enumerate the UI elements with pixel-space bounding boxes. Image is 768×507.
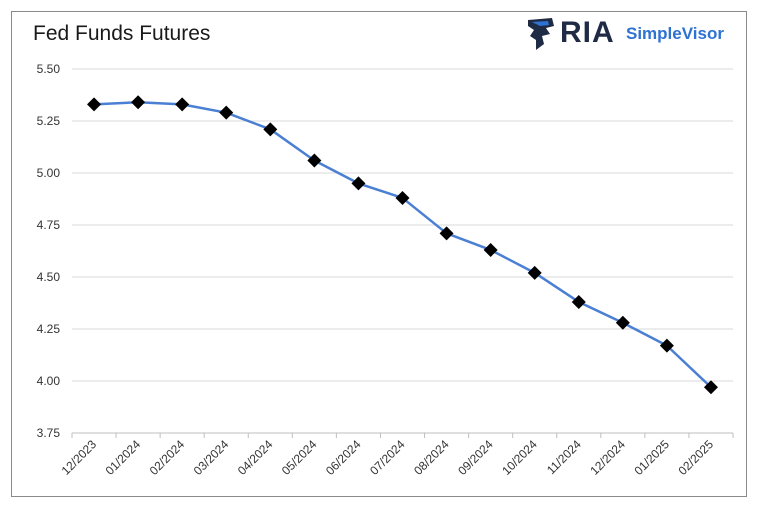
chart-title: Fed Funds Futures: [33, 22, 211, 45]
y-tick-label: 4.75: [37, 218, 61, 232]
y-tick-label: 4.50: [37, 270, 61, 284]
x-tick-label: 12/2024: [587, 437, 628, 478]
y-tick-label: 4.25: [37, 322, 61, 336]
data-point: [219, 105, 234, 120]
logo-ria-text: RIA: [560, 16, 615, 49]
y-tick-label: 3.75: [37, 426, 61, 440]
data-point: [659, 338, 674, 353]
x-tick-label: 10/2024: [499, 437, 540, 478]
data-point: [527, 265, 542, 280]
ria-simplevisor-logo: RIA SimpleVisor: [526, 16, 736, 52]
data-point: [263, 122, 278, 137]
data-point: [87, 97, 102, 112]
logo-simplevisor-text: SimpleVisor: [626, 24, 724, 43]
x-tick-label: 02/2025: [676, 437, 717, 478]
x-tick-label: 04/2024: [235, 437, 276, 478]
data-point: [483, 242, 498, 257]
eagle-icon: [528, 18, 554, 50]
x-tick-label: 07/2024: [367, 437, 408, 478]
x-tick-label: 01/2024: [103, 437, 144, 478]
y-tick-label: 5.00: [37, 166, 61, 180]
x-tick-label: 11/2024: [544, 437, 584, 477]
data-point: [351, 176, 366, 191]
x-tick-label: 08/2024: [411, 437, 452, 478]
data-point: [615, 315, 630, 330]
data-point: [571, 294, 586, 309]
x-tick-label: 02/2024: [147, 437, 188, 478]
x-tick-label: 03/2024: [191, 437, 232, 478]
y-tick-label: 5.50: [37, 62, 61, 76]
x-tick-label: 05/2024: [279, 437, 320, 478]
y-tick-label: 5.25: [37, 114, 61, 128]
y-tick-label: 4.00: [37, 374, 61, 388]
data-point: [175, 97, 190, 112]
x-tick-label: 12/2023: [59, 437, 100, 478]
x-tick-label: 06/2024: [323, 437, 364, 478]
data-point: [439, 226, 454, 241]
data-point: [131, 95, 146, 110]
data-point: [307, 153, 322, 168]
data-point: [703, 380, 718, 395]
series-line: [93, 101, 712, 389]
x-tick-label: 01/2025: [631, 437, 672, 478]
x-tick-label: 09/2024: [455, 437, 496, 478]
chart-frame: [11, 11, 747, 497]
data-point: [395, 190, 410, 205]
